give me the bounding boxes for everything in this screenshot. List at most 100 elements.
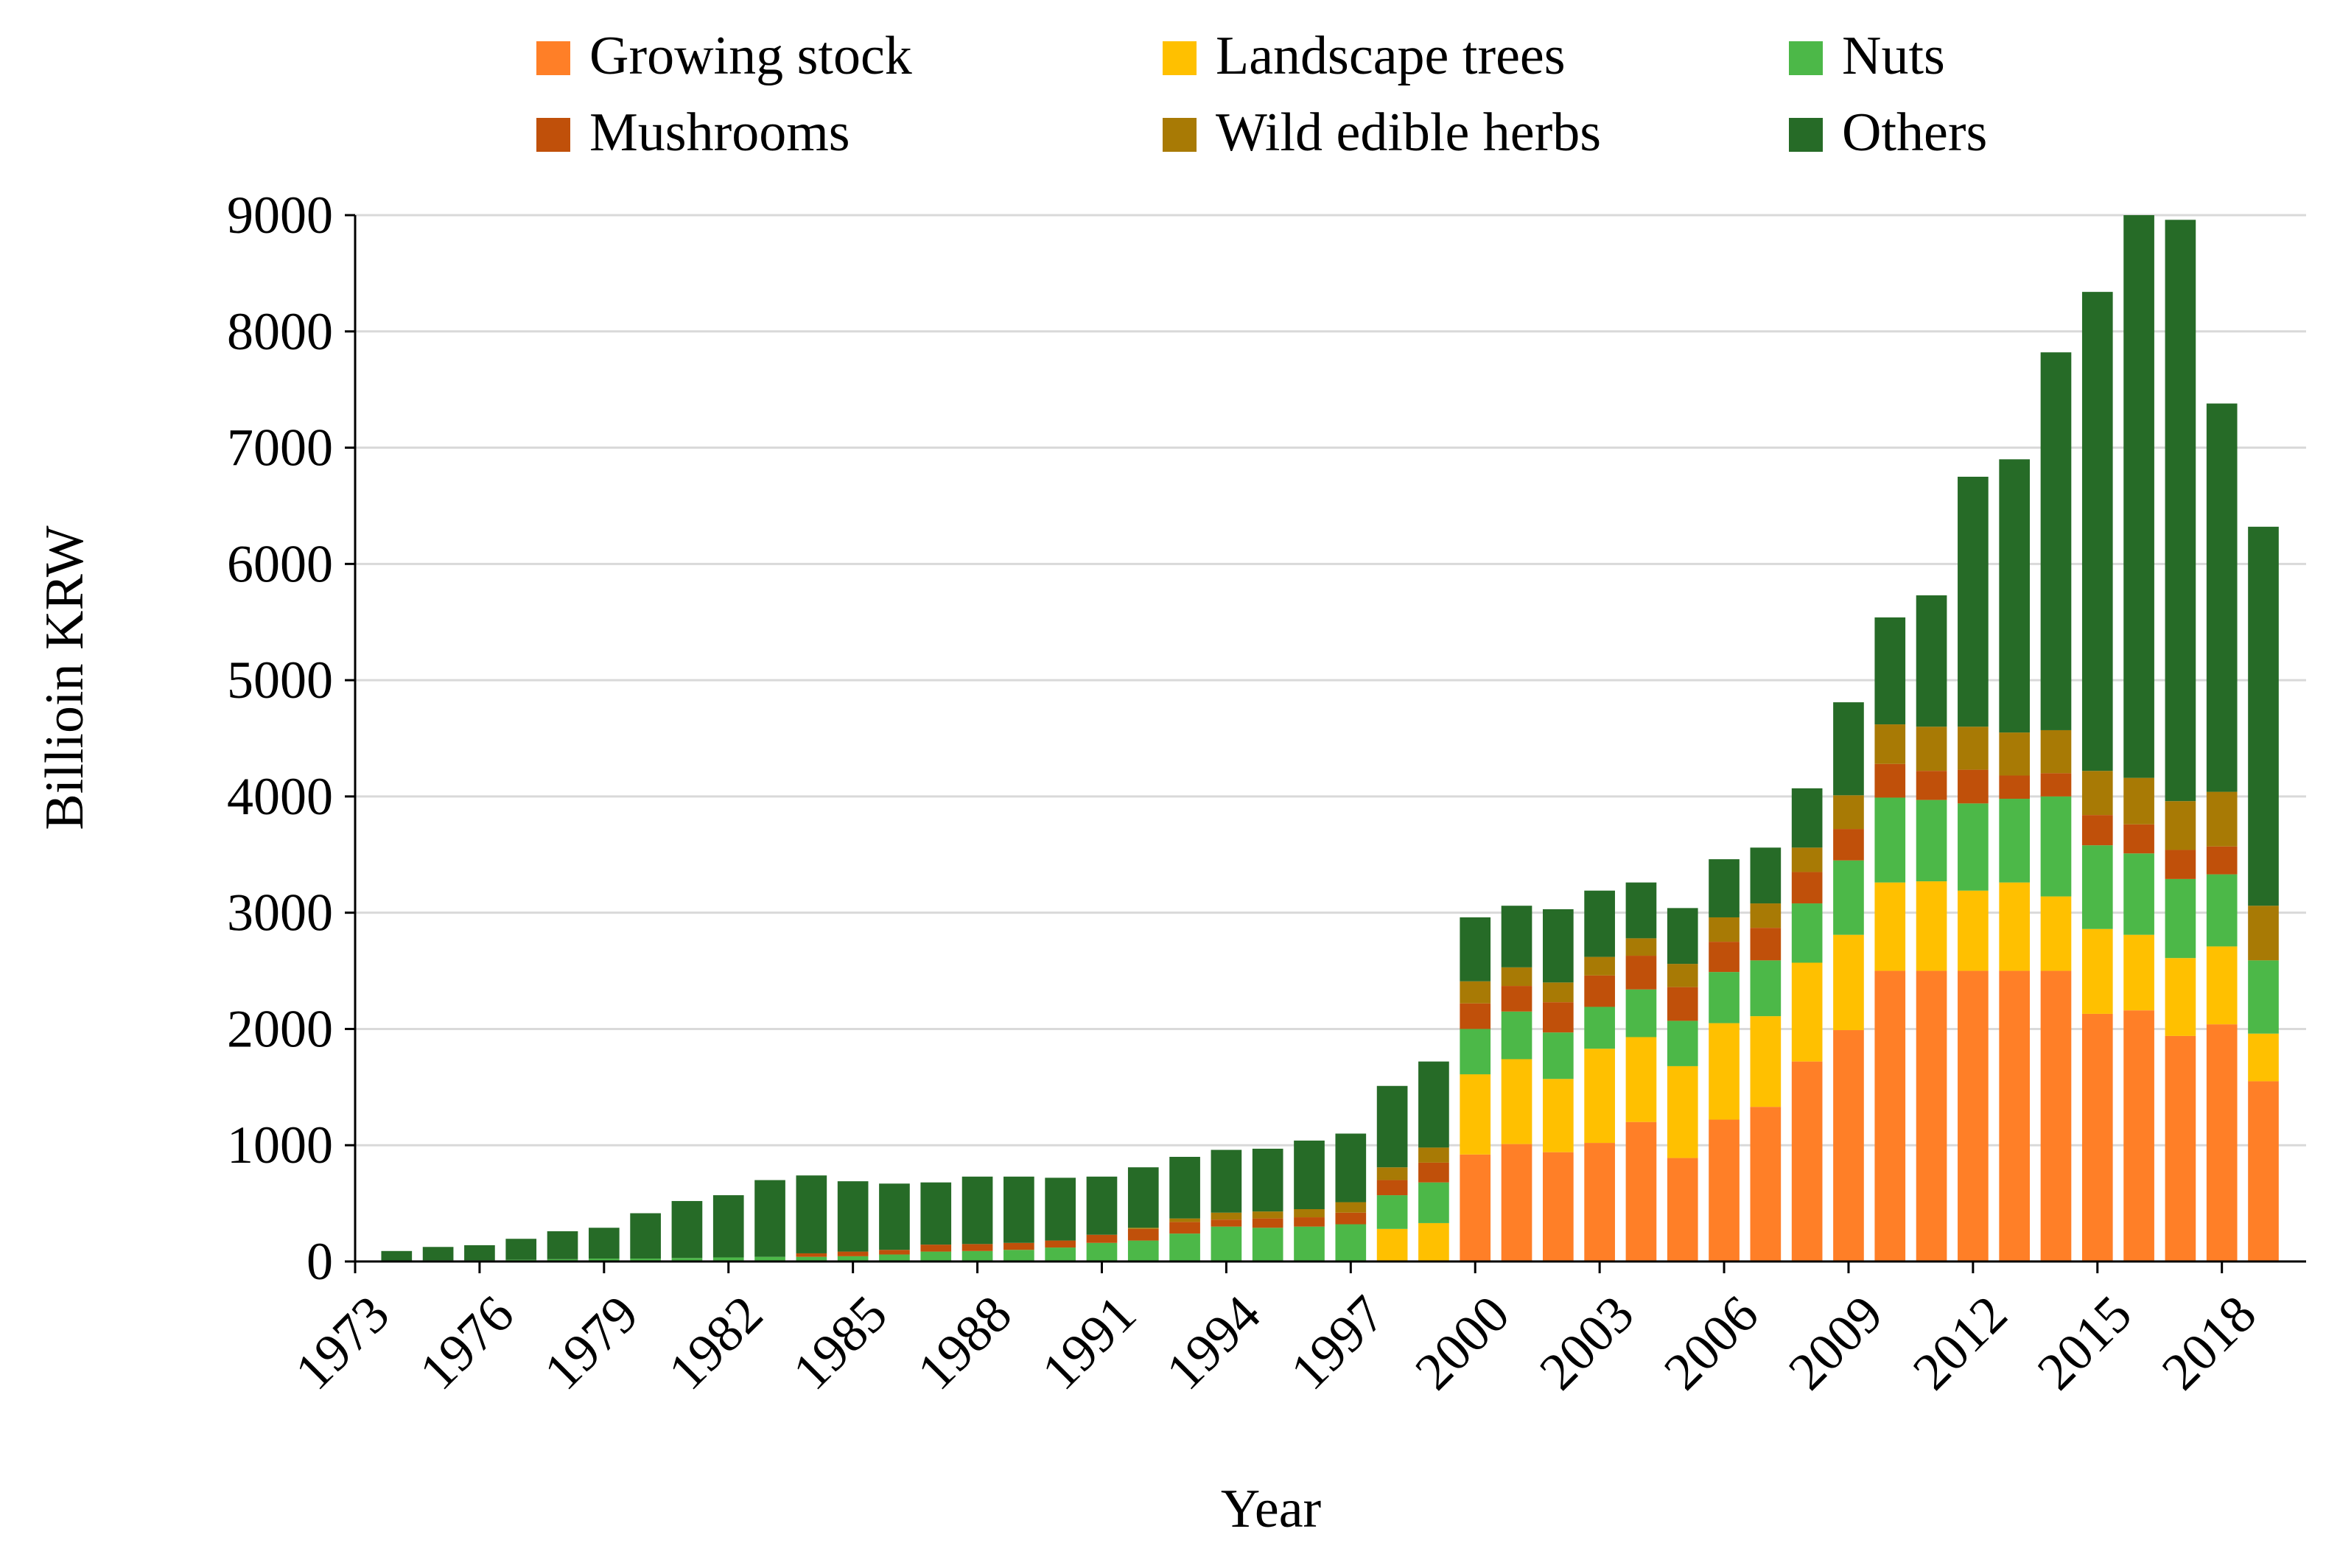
bar-stack-2008 — [1791, 788, 1823, 1261]
bar-stack-2011 — [1916, 595, 1947, 1261]
bar-stack-1976 — [464, 1245, 495, 1261]
bar-stack-1993 — [1169, 1157, 1200, 1261]
y-axis-title: Billioin KRW — [35, 525, 95, 830]
bar-stack-1997 — [1335, 1133, 1367, 1261]
x-tick-label: 2000 — [1404, 1284, 1520, 1401]
bar-stack-1975 — [422, 1247, 454, 1261]
x-tick-label: 2012 — [1902, 1284, 2018, 1401]
bar-segment — [1750, 847, 1782, 904]
bar-segment — [1750, 1016, 1782, 1107]
bar-segment — [1376, 1180, 1408, 1196]
bar-segment — [1211, 1226, 1242, 1261]
legend-item: Wild edible herbs — [1163, 102, 1601, 163]
bar-segment — [712, 1195, 744, 1258]
bar-segment — [1916, 799, 1947, 882]
bar-segment — [1045, 1240, 1076, 1248]
legend-label: Growing stock — [589, 26, 912, 86]
legend-swatch — [1163, 118, 1197, 152]
bar-stack-1982 — [712, 1195, 744, 1261]
y-tick-label: 2000 — [227, 999, 333, 1058]
bar-segment — [2206, 403, 2238, 792]
bar-segment — [1791, 788, 1823, 848]
bar-segment — [2123, 1010, 2154, 1261]
bar-stack-1988 — [961, 1176, 993, 1261]
x-tick-label: 1979 — [533, 1284, 649, 1401]
bar-segment — [1791, 903, 1823, 963]
bar-stack-2005 — [1667, 908, 1698, 1261]
bar-segment — [1542, 909, 1574, 983]
bar-segment — [1958, 769, 1989, 804]
x-tick-label: 1997 — [1279, 1284, 1395, 1401]
bar-segment — [2206, 1024, 2238, 1261]
bar-segment — [547, 1259, 578, 1261]
bar-segment — [2123, 853, 2154, 935]
bar-segment — [1916, 970, 1947, 1261]
bar-segment — [1501, 1059, 1532, 1144]
bar-segment — [1460, 1029, 1491, 1074]
bar-segment — [2040, 970, 2072, 1261]
bar-segment — [1460, 1074, 1491, 1155]
y-tick-label: 8000 — [227, 302, 333, 361]
bar-segment — [2040, 796, 2072, 897]
bar-segment — [1169, 1218, 1200, 1222]
bar-segment — [588, 1259, 620, 1261]
bar-segment — [1542, 982, 1574, 1003]
bar-segment — [1999, 970, 2031, 1261]
bar-segment — [1211, 1149, 1242, 1213]
bar-segment — [1584, 1007, 1615, 1049]
bar-segment — [1418, 1061, 1449, 1148]
y-tick-label: 5000 — [227, 651, 333, 710]
x-tick-label: 1985 — [782, 1284, 898, 1401]
bar-segment — [1501, 906, 1532, 967]
x-tick-label: 2015 — [2026, 1284, 2143, 1401]
bar-segment — [2165, 958, 2196, 1036]
bar-stack-1996 — [1294, 1140, 1325, 1261]
bar-segment — [2165, 1035, 2196, 1261]
bar-segment — [1294, 1140, 1325, 1209]
legend-item: Others — [1789, 102, 1987, 163]
bar-segment — [2165, 220, 2196, 802]
x-tick-label: 1991 — [1031, 1284, 1147, 1401]
bar-segment — [1584, 975, 1615, 1007]
bar-segment — [837, 1256, 869, 1261]
bar-segment — [1501, 967, 1532, 987]
bar-segment — [1625, 938, 1657, 956]
bar-stack-2000 — [1460, 917, 1491, 1261]
bar-segment — [1542, 1152, 1574, 1261]
legend-label: Nuts — [1842, 26, 1945, 86]
bar-stack-1995 — [1252, 1148, 1283, 1261]
bar-segment — [1045, 1177, 1076, 1241]
bar-segment — [1667, 1065, 1698, 1158]
bar-stack-2013 — [1999, 459, 2031, 1261]
bar-segment — [2248, 1033, 2279, 1082]
bar-segment — [879, 1250, 910, 1255]
bar-segment — [796, 1256, 827, 1261]
bar-stack-2012 — [1958, 477, 1989, 1261]
bar-segment — [1667, 1158, 1698, 1261]
legend-swatch — [536, 118, 570, 152]
bar-segment — [2206, 846, 2238, 875]
bar-segment — [1916, 727, 1947, 771]
bar-segment — [1542, 1079, 1574, 1152]
bar-segment — [1958, 970, 1989, 1261]
bar-segment — [1874, 617, 1906, 725]
x-tick-label: 1982 — [657, 1284, 774, 1401]
bar-segment — [1127, 1240, 1159, 1261]
bar-segment — [1169, 1233, 1200, 1261]
bar-stack-2006 — [1709, 859, 1740, 1261]
y-tick-label: 1000 — [227, 1116, 333, 1175]
bar-segment — [796, 1253, 827, 1257]
bar-segment — [1501, 1011, 1532, 1060]
bar-segment — [1999, 799, 2031, 883]
bar-stack-2018 — [2206, 403, 2238, 1261]
bar-segment — [1833, 829, 1864, 861]
bar-segment — [1667, 908, 1698, 965]
bar-segment — [1169, 1222, 1200, 1234]
bar-segment — [961, 1250, 993, 1261]
x-tick-label: 2018 — [2151, 1284, 2267, 1401]
bar-segment — [630, 1259, 661, 1261]
bar-segment — [1376, 1228, 1408, 1261]
legend-label: Others — [1842, 102, 1987, 163]
bar-stack-1998 — [1376, 1085, 1408, 1261]
bar-stack-1984 — [796, 1175, 827, 1261]
